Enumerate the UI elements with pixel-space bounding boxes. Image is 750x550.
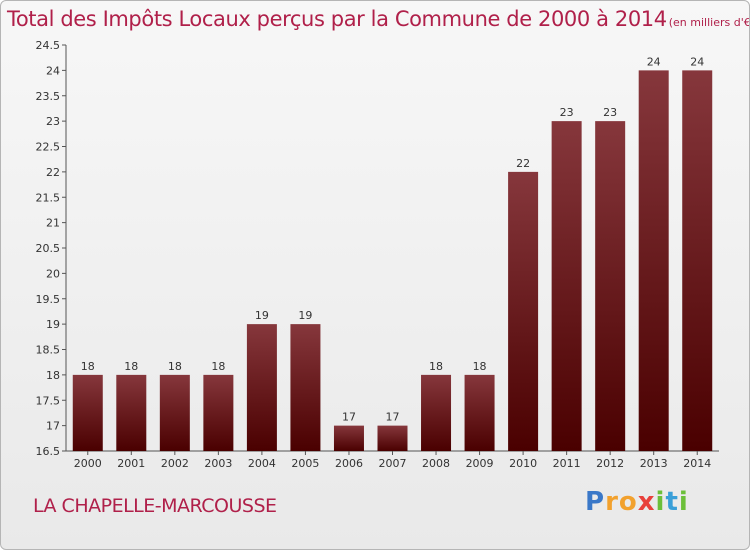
y-tick-label: 16.5 — [36, 445, 61, 458]
x-tick-label: 2008 — [422, 457, 450, 470]
logo-letter: r — [605, 487, 619, 517]
bar-value-label: 18 — [429, 360, 443, 373]
logo-letter: P — [585, 487, 606, 517]
x-tick-label: 2004 — [248, 457, 276, 470]
bar-value-label: 18 — [124, 360, 138, 373]
title-text: Total des Impôts Locaux perçus par la Co… — [7, 7, 667, 31]
bar — [464, 374, 495, 451]
x-tick-label: 2010 — [509, 457, 537, 470]
y-tick-label: 17 — [46, 420, 60, 433]
bar-value-label: 19 — [255, 309, 269, 322]
x-tick-label: 2007 — [379, 457, 407, 470]
bar — [595, 121, 626, 451]
x-tick-label: 2006 — [335, 457, 363, 470]
logo-letter: x — [637, 487, 656, 517]
x-tick-label: 2005 — [291, 457, 319, 470]
bar — [72, 374, 103, 451]
x-tick-label: 2002 — [161, 457, 189, 470]
bar — [421, 374, 452, 451]
bar — [638, 70, 669, 451]
x-tick-label: 2001 — [117, 457, 145, 470]
bar-value-label: 17 — [342, 411, 356, 424]
bar-value-label: 19 — [298, 309, 312, 322]
y-tick-label: 22.5 — [36, 141, 61, 154]
y-tick-label: 24 — [46, 64, 60, 77]
logo-letter: t — [665, 487, 679, 517]
y-tick-label: 21 — [46, 217, 60, 230]
bar-value-label: 18 — [81, 360, 95, 373]
bar-value-label: 17 — [386, 411, 400, 424]
bar-value-label: 23 — [560, 106, 574, 119]
y-tick-label: 23.5 — [36, 90, 61, 103]
y-tick-label: 21.5 — [36, 191, 61, 204]
bar — [333, 425, 364, 451]
bar — [377, 425, 408, 451]
y-tick-label: 24.5 — [36, 39, 61, 52]
bar — [116, 374, 147, 451]
logo-letter: i — [655, 487, 666, 517]
bar-value-label: 24 — [647, 55, 661, 68]
bar — [682, 70, 713, 451]
bar — [290, 324, 321, 451]
y-tick-label: 20 — [46, 267, 60, 280]
bar-value-label: 24 — [690, 55, 704, 68]
commune-name: LA CHAPELLE-MARCOUSSE — [33, 495, 277, 517]
chart-title: Total des Impôts Locaux perçus par la Co… — [7, 7, 750, 31]
bar-value-label: 18 — [211, 360, 225, 373]
x-tick-label: 2013 — [640, 457, 668, 470]
logo-letter: o — [618, 487, 638, 517]
y-tick-label: 23 — [46, 115, 60, 128]
title-unit: (en milliers d'€) — [668, 16, 750, 29]
bar-value-label: 22 — [516, 157, 530, 170]
x-tick-label: 2012 — [596, 457, 624, 470]
y-tick-label: 22 — [46, 166, 60, 179]
x-tick-label: 2003 — [204, 457, 232, 470]
bar — [551, 121, 582, 451]
y-tick-label: 19 — [46, 318, 60, 331]
x-tick-label: 2009 — [466, 457, 494, 470]
x-tick-label: 2000 — [74, 457, 102, 470]
y-tick-label: 19.5 — [36, 293, 61, 306]
bar — [159, 374, 190, 451]
y-tick-label: 18.5 — [36, 344, 61, 357]
bar-value-label: 18 — [168, 360, 182, 373]
y-tick-label: 18 — [46, 369, 60, 382]
bar — [508, 171, 539, 451]
logo-letter: i — [678, 487, 689, 517]
bar-value-label: 23 — [603, 106, 617, 119]
y-tick-label: 17.5 — [36, 394, 61, 407]
x-tick-label: 2014 — [683, 457, 711, 470]
bar-value-label: 18 — [473, 360, 487, 373]
proxiti-logo: Proxiti — [585, 487, 689, 517]
bar — [203, 374, 234, 451]
y-tick-label: 20.5 — [36, 242, 61, 255]
bar — [246, 324, 277, 451]
x-tick-label: 2011 — [553, 457, 581, 470]
